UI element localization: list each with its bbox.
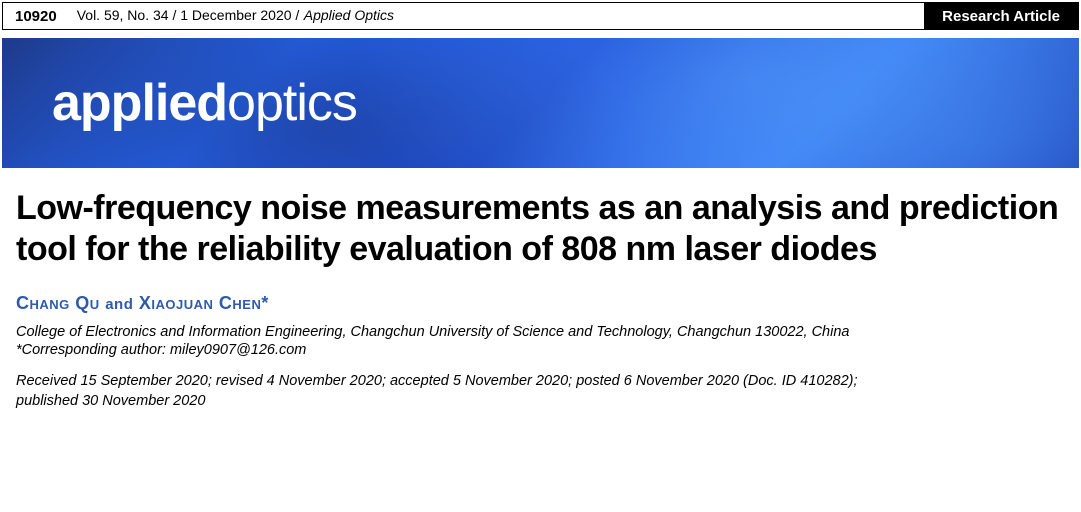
affiliation: College of Electronics and Information E… <box>16 324 1065 340</box>
article-content: Low-frequency noise measurements as an a… <box>0 170 1081 421</box>
banner-brand-bold: applied <box>52 74 227 132</box>
banner-brand: appliedoptics <box>52 73 357 133</box>
author-connector: and <box>105 296 133 313</box>
corresponding-author: *Corresponding author: miley0907@126.com <box>16 342 1065 358</box>
dates-line-1: Received 15 September 2020; revised 4 No… <box>16 372 1065 392</box>
publication-dates: Received 15 September 2020; revised 4 No… <box>16 372 1065 411</box>
journal-banner: appliedoptics <box>2 38 1079 168</box>
article-type-badge: Research Article <box>924 3 1078 29</box>
dates-line-2: published 30 November 2020 <box>16 392 1065 412</box>
issue-journal-wrap: Vol. 59, No. 34 / 1 December 2020 / Appl… <box>77 7 394 25</box>
top-header-bar: 10920 Vol. 59, No. 34 / 1 December 2020 … <box>2 2 1079 30</box>
article-title: Low-frequency noise measurements as an a… <box>16 188 1065 271</box>
banner-brand-light: optics <box>227 74 357 132</box>
authors-line: Chang Qu and Xiaojuan Chen* <box>16 293 1065 314</box>
page-number: 10920 <box>15 8 57 25</box>
author-2: Xiaojuan Chen* <box>139 293 269 313</box>
author-1: Chang Qu <box>16 293 100 313</box>
issue-info: Vol. 59, No. 34 / 1 December 2020 / <box>77 7 300 23</box>
top-bar-left: 10920 Vol. 59, No. 34 / 1 December 2020 … <box>3 3 924 29</box>
journal-name-top: Applied Optics <box>304 7 394 23</box>
